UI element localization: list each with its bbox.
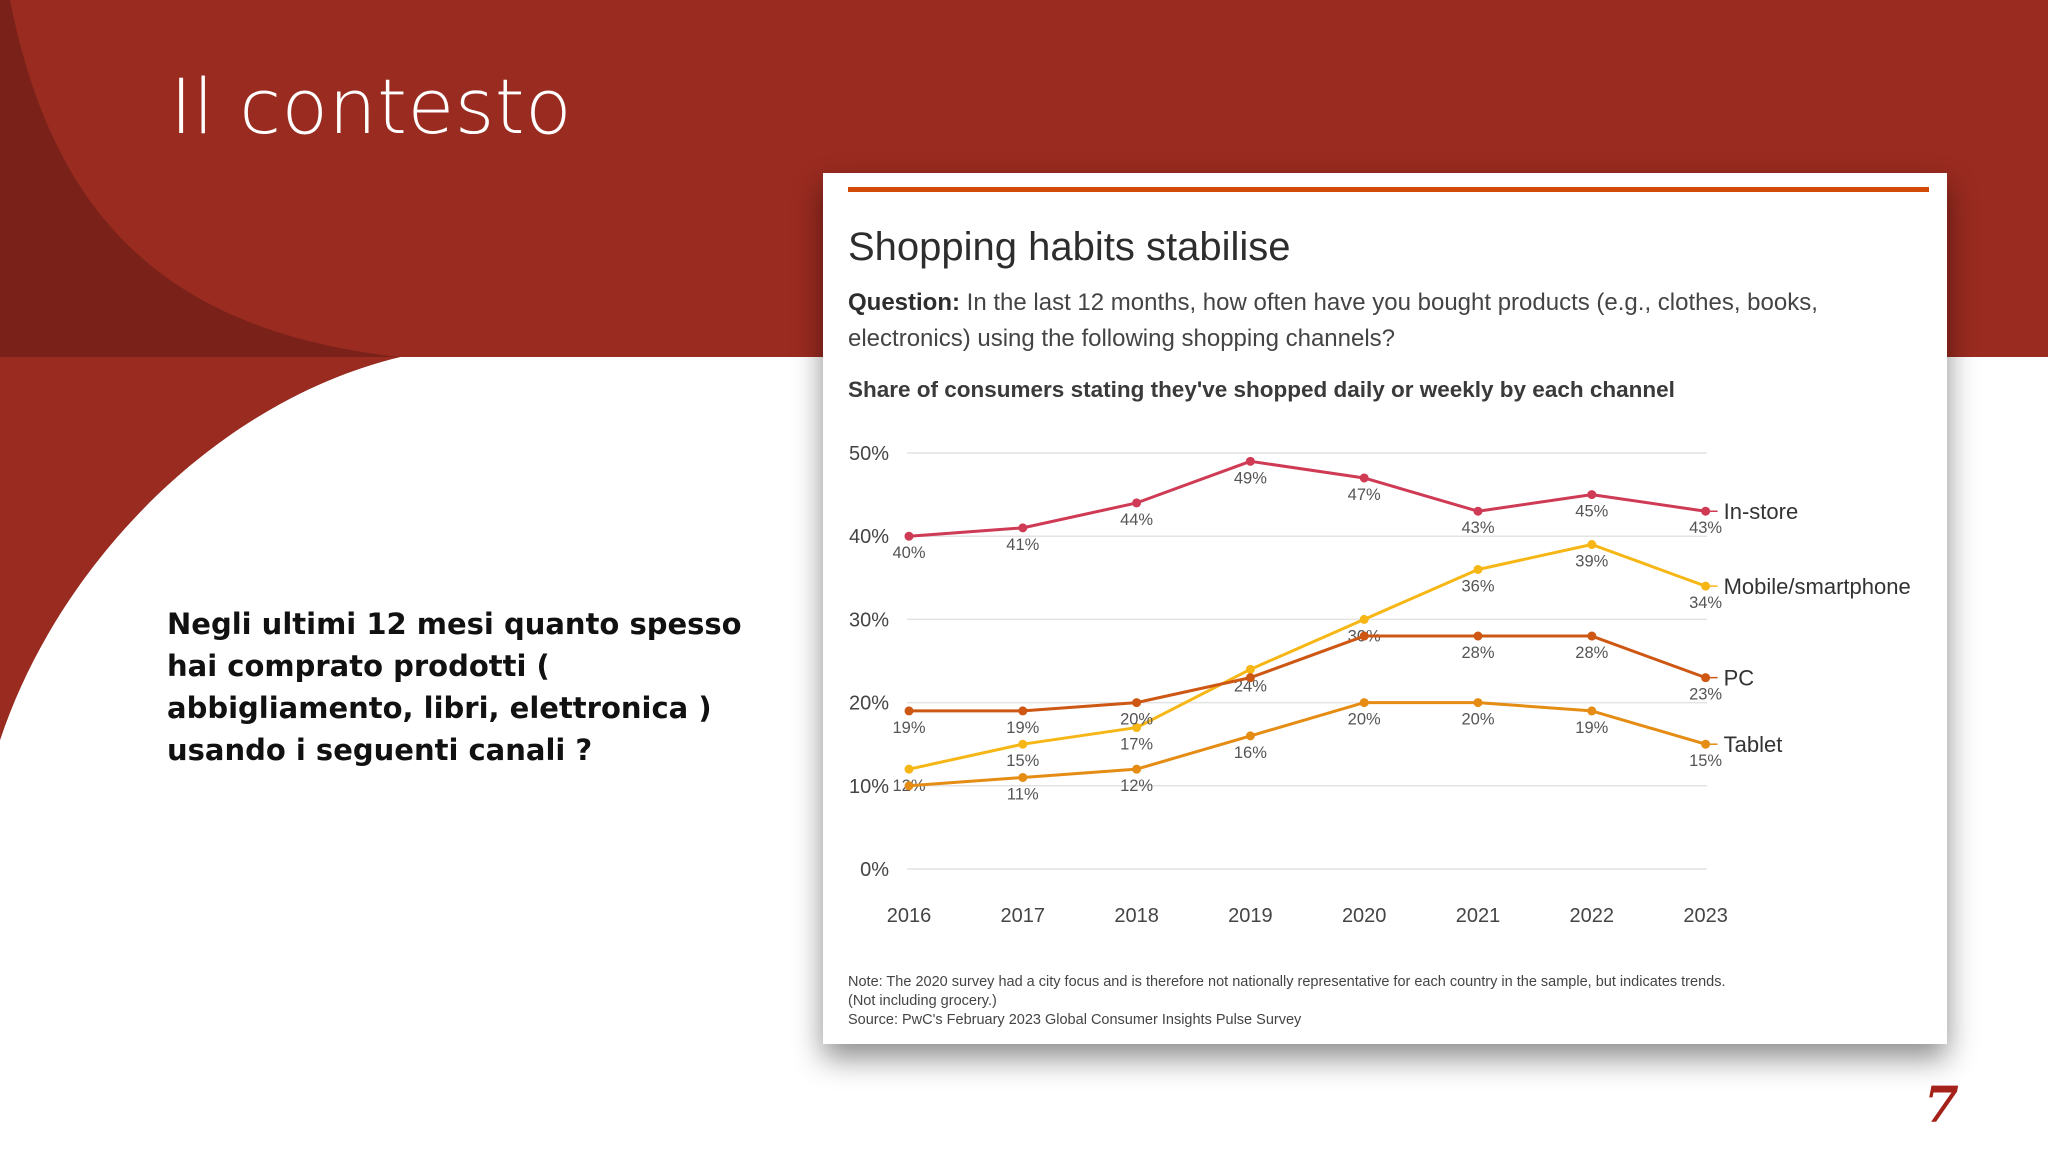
accent-bar xyxy=(848,187,1929,192)
chart-title: Shopping habits stabilise xyxy=(848,225,1291,269)
series-line-pc xyxy=(909,634,1707,713)
question-body: In the last 12 months, how often have yo… xyxy=(848,289,1818,352)
data-label-in-store: 44% xyxy=(1120,511,1153,529)
data-point-mobile-smartphone xyxy=(1359,614,1369,624)
series-line-in-store xyxy=(908,459,1706,538)
left-red-arc xyxy=(0,357,400,740)
x-tick-label: 2018 xyxy=(1114,905,1159,927)
series-line-mobile-smartphone xyxy=(908,543,1707,771)
data-label-tablet: 19% xyxy=(1575,719,1608,737)
data-label-tablet: 15% xyxy=(1689,752,1722,770)
data-label-tablet: 20% xyxy=(1348,711,1381,729)
data-point-tablet xyxy=(1701,739,1711,749)
data-label-in-store: 43% xyxy=(1689,519,1722,537)
data-label-tablet: 20% xyxy=(1461,711,1494,729)
series-line-tablet xyxy=(908,701,1707,788)
note-line-1: Note: The 2020 survey had a city focus a… xyxy=(848,974,1726,990)
data-point-mobile-smartphone xyxy=(1587,540,1597,550)
page-number: 7 xyxy=(1924,1075,1959,1134)
data-label-mobile-smartphone: 15% xyxy=(1006,752,1039,770)
data-label-in-store: 47% xyxy=(1348,486,1381,504)
slide-title: Il contesto xyxy=(170,62,573,151)
series-name-mobile-smartphone: Mobile/smartphone xyxy=(1724,574,1911,599)
y-tick-label: 20% xyxy=(849,693,889,715)
note-line-2: (Not including grocery.) xyxy=(848,993,997,1009)
x-tick-label: 2021 xyxy=(1456,905,1501,927)
y-tick-label: 50% xyxy=(849,443,889,465)
data-label-mobile-smartphone: 17% xyxy=(1120,736,1153,754)
data-point-tablet xyxy=(1132,764,1142,774)
y-tick-label: 0% xyxy=(860,859,889,881)
data-label-in-store: 40% xyxy=(892,544,925,562)
data-label-pc: 28% xyxy=(1575,644,1608,662)
x-tick-label: 2019 xyxy=(1228,905,1273,927)
data-label-pc: 23% xyxy=(1689,686,1722,704)
data-label-mobile-smartphone: 24% xyxy=(1234,677,1267,695)
source-line: Source: PwC's February 2023 Global Consu… xyxy=(848,1012,1302,1028)
data-point-in-store xyxy=(1701,506,1711,516)
question-text: Negli ultimi 12 mesi quanto spesso hai c… xyxy=(167,607,742,767)
data-label-mobile-smartphone: 36% xyxy=(1461,577,1494,595)
data-point-in-store xyxy=(1587,490,1597,500)
data-label-in-store: 41% xyxy=(1006,536,1039,554)
data-label-in-store: 45% xyxy=(1575,503,1608,521)
data-point-mobile-smartphone xyxy=(904,764,914,774)
data-point-pc xyxy=(1018,706,1028,716)
data-point-tablet xyxy=(1245,731,1255,741)
x-tick-label: 2020 xyxy=(1342,905,1387,927)
chart-question: Question: In the last 12 months, how oft… xyxy=(848,285,1908,357)
data-label-tablet: 12% xyxy=(1120,777,1153,795)
data-label-pc: 19% xyxy=(1006,719,1039,737)
data-point-tablet xyxy=(1359,698,1369,708)
data-label-pc: 28% xyxy=(1461,644,1494,662)
data-point-tablet xyxy=(1473,698,1483,708)
data-point-in-store xyxy=(1245,456,1255,466)
data-point-pc xyxy=(1701,673,1711,683)
data-label-pc: 20% xyxy=(1120,711,1153,729)
data-point-pc xyxy=(1132,698,1142,708)
data-point-mobile-smartphone xyxy=(1132,723,1142,733)
data-point-tablet xyxy=(1018,772,1028,782)
x-tick-label: 2017 xyxy=(1001,905,1046,927)
chart-card: Shopping habits stabilise Question: In t… xyxy=(823,173,1947,1044)
data-label-in-store: 43% xyxy=(1461,519,1494,537)
data-point-mobile-smartphone xyxy=(1701,581,1711,591)
data-point-mobile-smartphone xyxy=(1245,664,1255,674)
data-point-tablet xyxy=(904,781,914,791)
x-tick-label: 2016 xyxy=(887,905,932,927)
data-label-pc: 19% xyxy=(892,719,925,737)
x-tick-label: 2022 xyxy=(1570,905,1615,927)
data-point-pc xyxy=(1245,673,1255,683)
data-point-mobile-smartphone xyxy=(1473,564,1483,574)
series-name-pc: PC xyxy=(1724,666,1755,691)
y-tick-label: 30% xyxy=(849,609,889,631)
y-tick-label: 10% xyxy=(849,776,889,798)
data-point-in-store xyxy=(904,531,914,541)
data-point-in-store xyxy=(1018,523,1028,533)
data-point-in-store xyxy=(1132,498,1142,508)
chart-subtitle: Share of consumers stating they've shopp… xyxy=(848,377,1675,402)
x-tick-label: 2023 xyxy=(1683,905,1728,927)
data-point-in-store xyxy=(1473,506,1483,516)
series-name-tablet: Tablet xyxy=(1724,732,1783,757)
data-label-tablet: 16% xyxy=(1234,744,1267,762)
series-name-in-store: In-store xyxy=(1724,499,1799,524)
question-label: Question: xyxy=(848,289,960,316)
chart-notes: Note: The 2020 survey had a city focus a… xyxy=(848,973,1725,1030)
data-point-pc xyxy=(904,706,914,716)
data-point-mobile-smartphone xyxy=(1018,739,1028,749)
line-chart: 0% 10% 20% 30% 40% 50% 2016 2017 2018 2019 2020 202… xyxy=(849,443,1911,927)
data-point-pc xyxy=(1359,631,1369,641)
data-label-in-store: 49% xyxy=(1234,469,1267,487)
data-point-pc xyxy=(1473,631,1483,641)
data-label-tablet: 11% xyxy=(1007,785,1039,803)
data-label-mobile-smartphone: 34% xyxy=(1689,594,1722,612)
data-label-mobile-smartphone: 39% xyxy=(1575,553,1608,571)
data-point-in-store xyxy=(1359,473,1369,483)
y-tick-label: 40% xyxy=(849,526,889,548)
data-point-tablet xyxy=(1587,706,1597,716)
data-point-pc xyxy=(1587,631,1597,641)
